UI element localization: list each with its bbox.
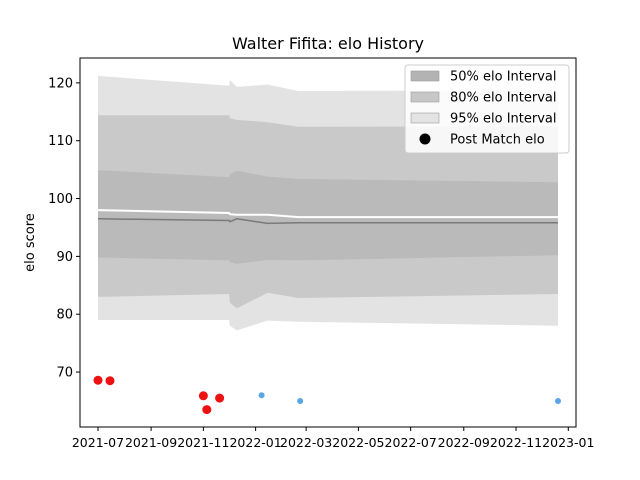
y-axis-label: elo score [23, 213, 38, 272]
x-tick-label-2021-11: 2021-11 [177, 435, 229, 450]
legend-label-1: 50% elo Interval [450, 70, 557, 85]
y-tick-label-120: 120 [48, 76, 73, 91]
post-match-point-6 [258, 392, 265, 399]
post-match-point-4 [202, 405, 212, 415]
post-match-point-8 [555, 398, 561, 404]
y-tick-label-70: 70 [56, 366, 73, 381]
x-tick-label-2023-01: 2023-01 [542, 435, 594, 450]
legend-label-3: 95% elo Interval [450, 112, 557, 127]
x-tick-label-2022-01: 2022-01 [229, 435, 281, 450]
chart-title: Walter Fifita: elo History [232, 34, 424, 53]
post-match-point-5 [215, 393, 225, 403]
y-tick-label-100: 100 [48, 192, 73, 207]
legend-swatch-3 [410, 112, 440, 124]
post-match-point-3 [198, 391, 208, 401]
x-tick-label-2021-07: 2021-07 [72, 435, 124, 450]
legend: 50% elo Interval 80% elo Interval 95% elo … [404, 64, 570, 154]
legend-label-4: Post Match elo [450, 133, 545, 148]
y-tick-label-80: 80 [56, 308, 73, 323]
post-match-point-7 [297, 398, 304, 404]
x-tick-label-2022-07: 2022-07 [385, 435, 437, 450]
y-tick-label-90: 90 [56, 250, 73, 265]
post-match-point-1 [93, 375, 103, 385]
legend-box [404, 64, 570, 154]
x-tick-label-2022-05: 2022-05 [332, 435, 384, 450]
legend-swatch-1 [410, 70, 440, 82]
x-tick-label-2022-11: 2022-11 [490, 435, 542, 450]
y-tick-label-110: 110 [48, 134, 73, 149]
legend-marker-4 [419, 133, 431, 145]
reference-line [97, 209, 558, 219]
legend-label-2: 80% elo Interval [450, 91, 557, 106]
plot-frame [79, 57, 577, 428]
x-tick-label-2022-09: 2022-09 [438, 435, 490, 450]
x-tick-label-2022-03: 2022-03 [280, 435, 332, 450]
legend-swatch-2 [410, 91, 440, 103]
median-elo-line [97, 218, 558, 225]
post-match-point-2 [105, 376, 115, 386]
x-tick-label-2021-09: 2021-09 [125, 435, 177, 450]
